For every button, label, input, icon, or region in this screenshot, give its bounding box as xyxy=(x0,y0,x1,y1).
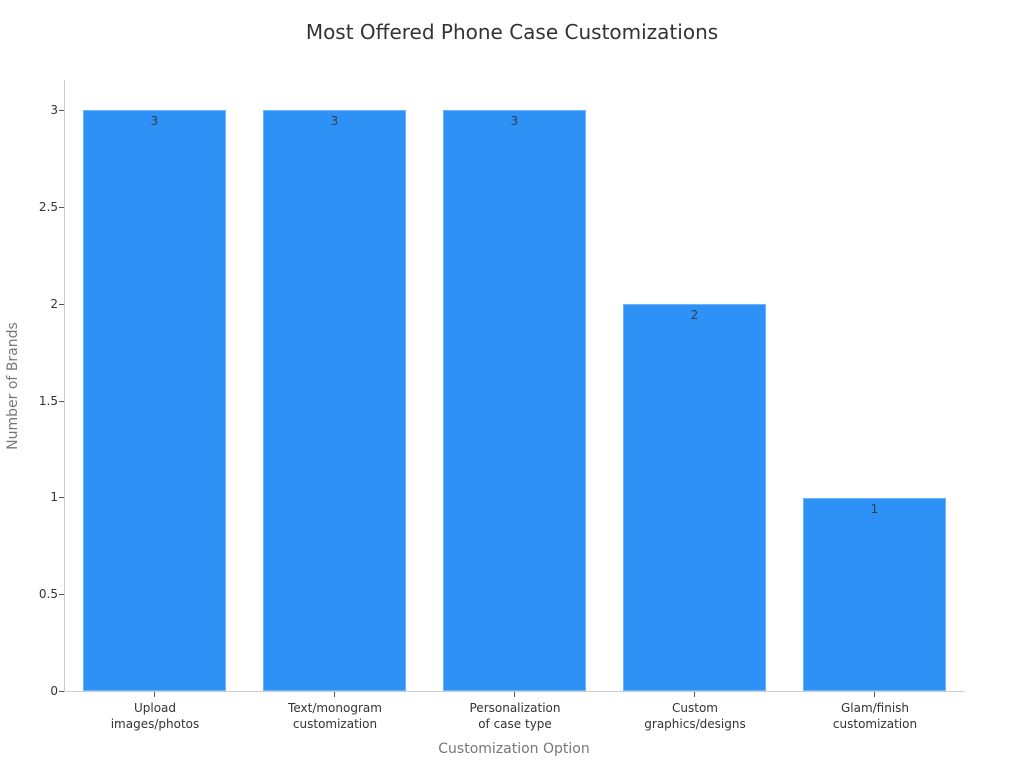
x-tick xyxy=(514,692,515,697)
x-axis-line xyxy=(64,691,964,692)
y-tick xyxy=(59,497,64,498)
bar-value-label: 3 xyxy=(510,114,519,128)
x-tick xyxy=(694,692,695,697)
y-tick-label: 1 xyxy=(50,490,58,504)
x-tick-label: Custom graphics/designs xyxy=(644,701,746,731)
y-tick-label: 0.5 xyxy=(38,587,58,601)
chart-title: Most Offered Phone Case Customizations xyxy=(305,20,719,44)
bar-value-label: 3 xyxy=(150,114,159,128)
bar: 2 xyxy=(623,304,766,691)
y-axis-title: Number of Brands xyxy=(5,322,21,450)
y-tick xyxy=(59,594,64,595)
y-tick-label: 3 xyxy=(50,103,58,117)
x-tick xyxy=(874,692,875,697)
y-tick-label: 2.5 xyxy=(38,200,58,214)
y-tick-label: 2 xyxy=(50,297,58,311)
y-tick xyxy=(59,691,64,692)
x-tick xyxy=(154,692,155,697)
bar: 3 xyxy=(83,110,226,691)
x-tick xyxy=(334,692,335,697)
bar: 3 xyxy=(263,110,406,691)
x-tick-label: Text/monogram customization xyxy=(288,701,382,731)
y-tick-label: 0 xyxy=(50,684,58,698)
bar-value-label: 1 xyxy=(870,502,879,516)
y-tick-label: 1.5 xyxy=(38,394,58,408)
y-tick xyxy=(59,401,64,402)
x-tick-label: Upload images/photos xyxy=(110,701,200,731)
bar: 3 xyxy=(443,110,586,691)
x-tick-label: Glam/finish customization xyxy=(832,701,918,731)
bar-value-label: 2 xyxy=(690,308,699,322)
y-tick xyxy=(59,304,64,305)
bar: 1 xyxy=(803,498,946,691)
y-tick xyxy=(59,110,64,111)
y-axis-line xyxy=(64,80,65,692)
bar-value-label: 3 xyxy=(330,114,339,128)
y-tick xyxy=(59,207,64,208)
x-tick-label: Personalization of case type xyxy=(469,701,561,731)
x-axis-title: Customization Option xyxy=(438,741,590,757)
